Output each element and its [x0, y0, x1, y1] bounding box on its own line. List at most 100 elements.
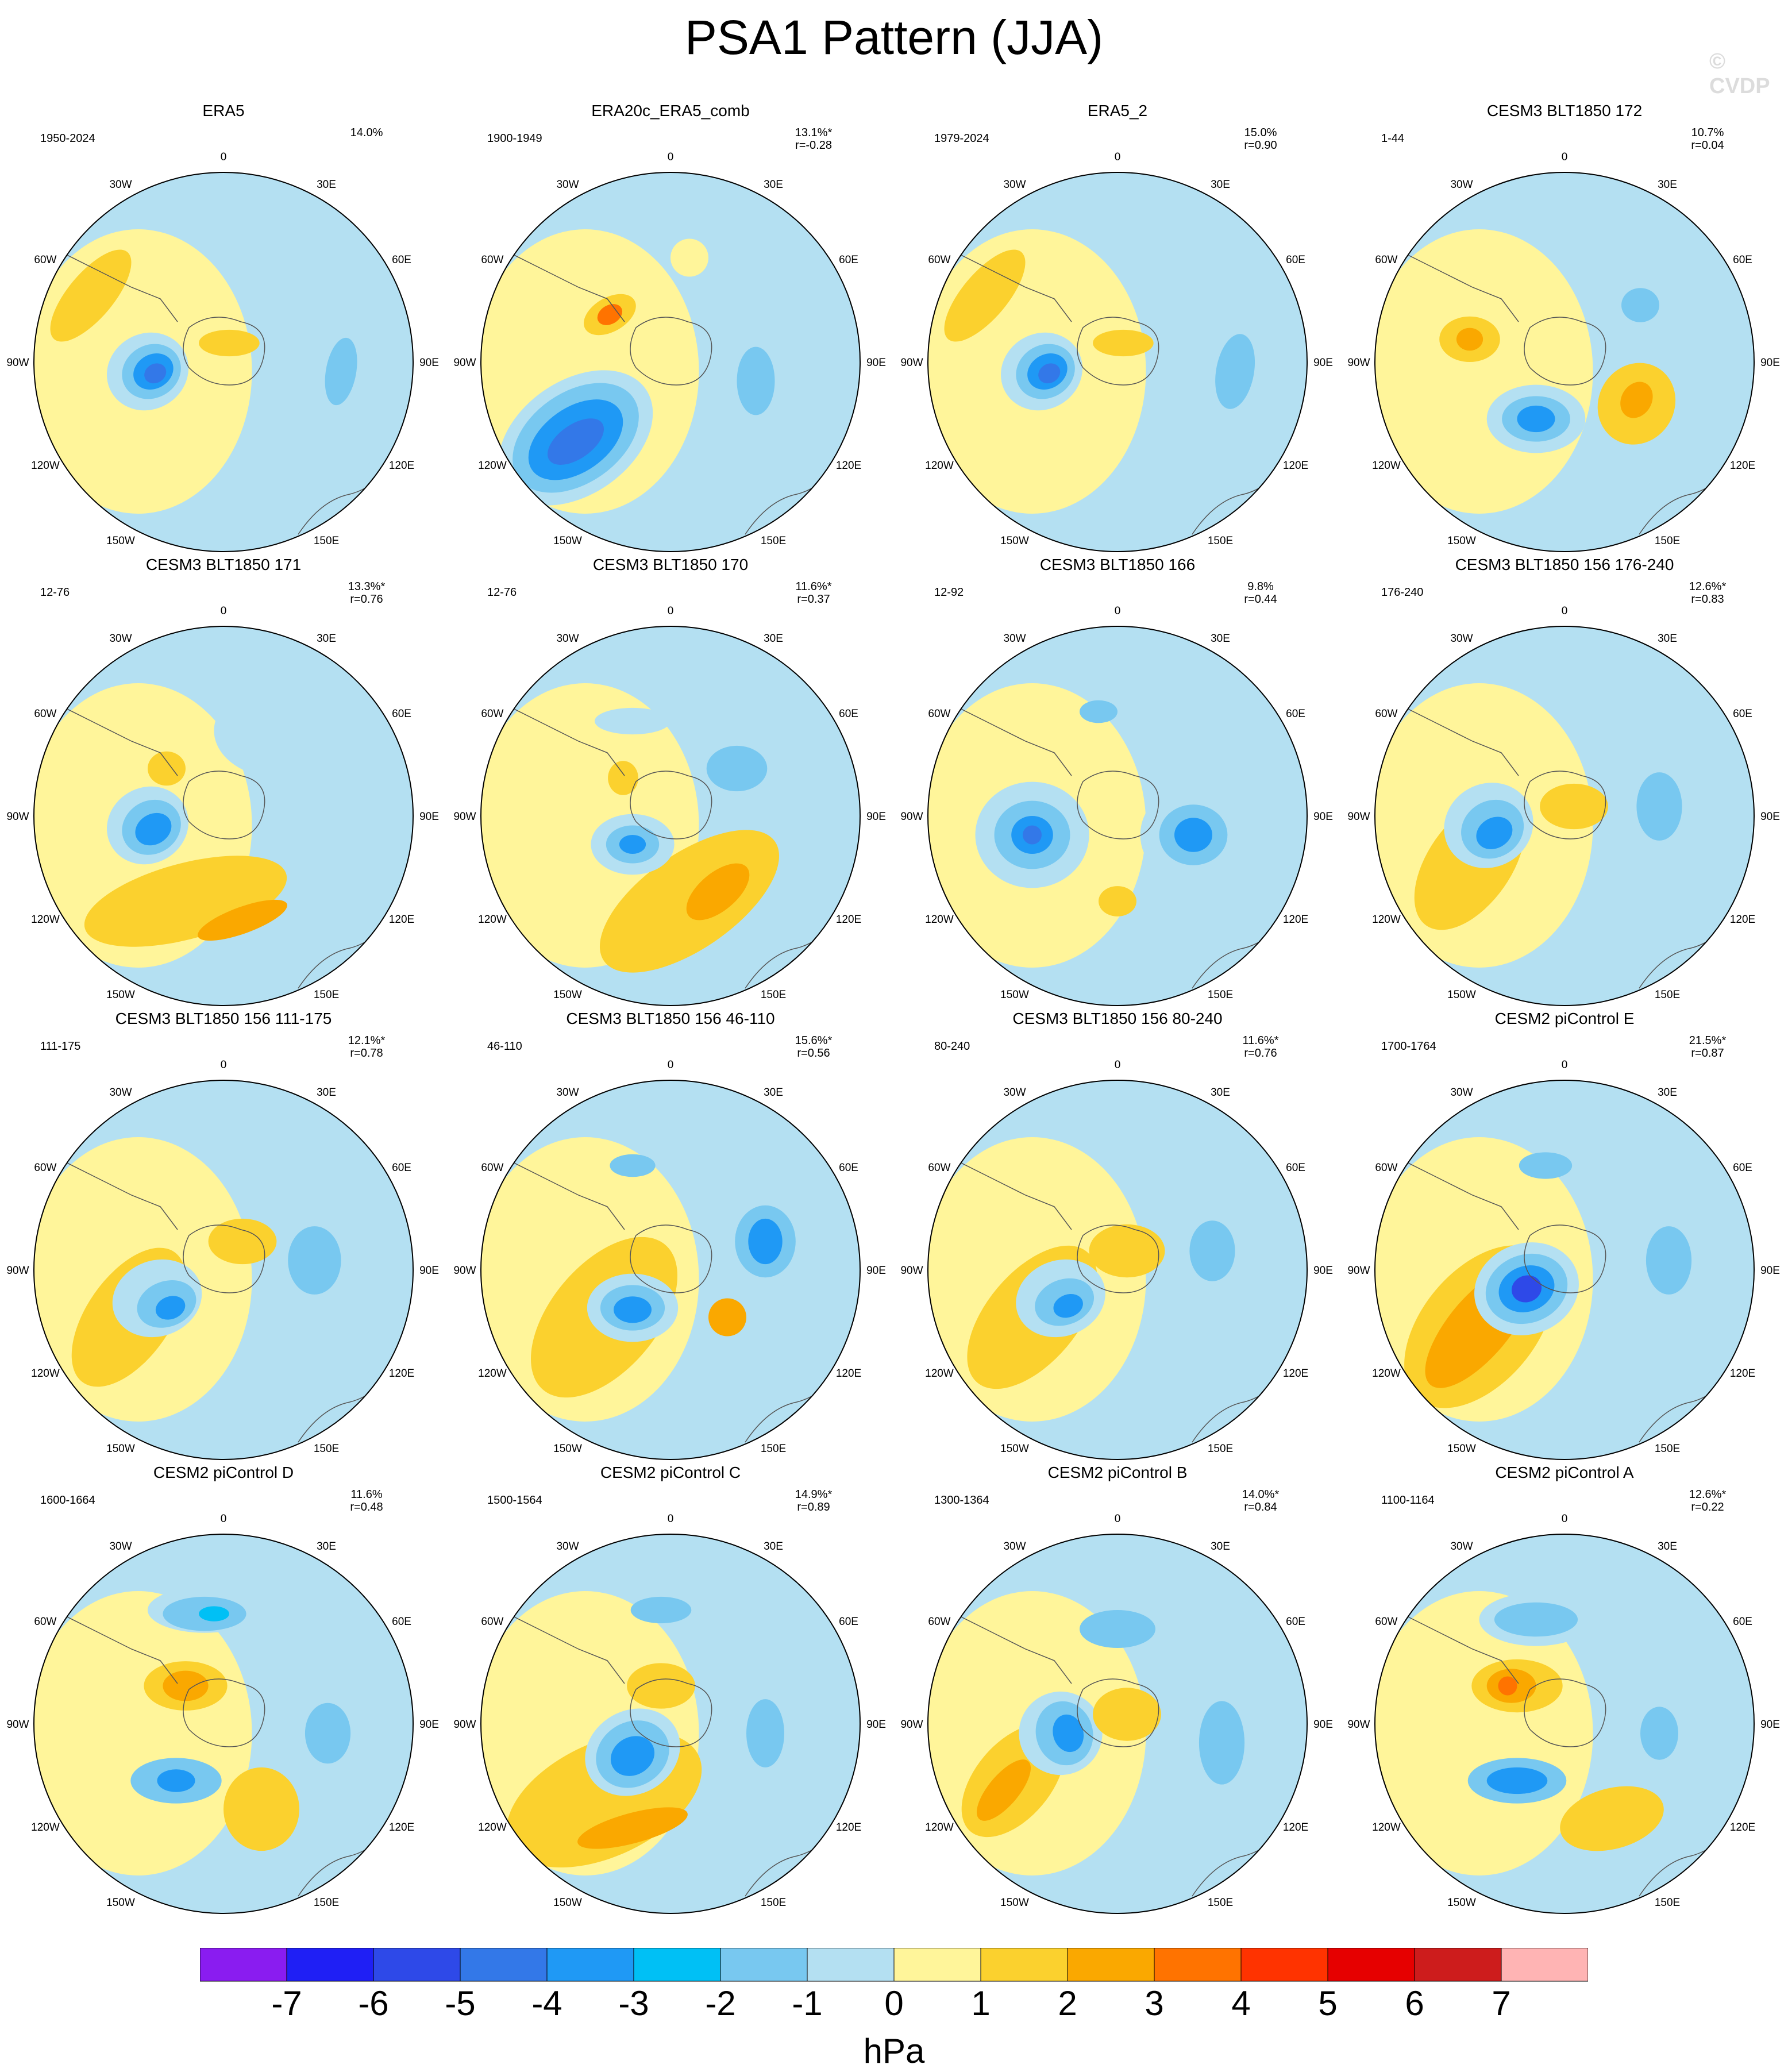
longitude-label: 90E	[419, 1719, 439, 1731]
anomaly-contour	[199, 1606, 229, 1622]
panel-stats: 12.6%* r=0.22	[1689, 1488, 1727, 1513]
longitude-label: 30W	[556, 633, 579, 645]
longitude-label: 30E	[764, 1087, 783, 1099]
anomaly-contour	[1646, 1226, 1692, 1295]
colorbar-swatch	[1501, 1948, 1588, 1982]
longitude-label: 150W	[1000, 989, 1029, 1001]
anomaly-contour	[198, 899, 287, 941]
polar-map: 030E60E90E120E150E180150W120W90W60W30W	[453, 1059, 886, 1460]
colorbar-swatch	[460, 1948, 548, 1982]
south-america-coastline	[498, 700, 625, 776]
map-panel: CESM3 BLT1850 156 111-175 111-175 12.1%* r…	[0, 1008, 447, 1462]
longitude-label: 0	[1562, 1059, 1568, 1071]
panel-stats: 9.8% r=0.44	[1244, 580, 1277, 606]
longitude-label: 30W	[109, 633, 132, 645]
panel-title: CESM3 BLT1850 171	[145, 556, 302, 573]
longitude-label: 60W	[481, 708, 503, 720]
longitude-label: 0	[668, 1513, 674, 1525]
longitude-label: 30E	[1211, 633, 1230, 645]
antarctica-coastline	[1524, 1678, 1606, 1747]
longitude-label: 150E	[1208, 535, 1233, 547]
longitude-label: 120E	[389, 914, 414, 926]
anomaly-contour	[1189, 1220, 1235, 1281]
longitude-label: 90W	[1347, 357, 1370, 369]
anomaly-contour	[1174, 818, 1212, 852]
longitude-label: 150E	[761, 1897, 786, 1909]
anomaly-contour	[1494, 1602, 1578, 1637]
colorbar-tick-label: -1	[792, 1984, 823, 2023]
map-panel: CESM2 piControl C 1500-1564 14.9%* r=0.89 0…	[447, 1462, 894, 1916]
longitude-label: 120E	[836, 1368, 861, 1380]
panel-stats: 11.6%* r=0.76	[1242, 1034, 1279, 1060]
colorbar-tick-label: -7	[271, 1984, 302, 2023]
longitude-label: 150W	[1447, 1443, 1476, 1455]
polar-map: 030E60E90E120E150E180150W120W90W60W30W	[1347, 151, 1780, 552]
anomaly-contour	[944, 249, 1026, 342]
colorbar-tick-label: 2	[1058, 1984, 1077, 2023]
longitude-label: 120W	[1372, 1821, 1401, 1834]
colorbar-tick-label: 4	[1231, 1984, 1251, 2023]
panel-stats: 10.7% r=0.04	[1691, 126, 1724, 152]
anomaly-contour	[155, 1296, 186, 1320]
anomaly-contour	[708, 1298, 746, 1337]
polar-map: 030E60E90E120E150E180150W120W90W60W30W	[6, 605, 439, 1006]
longitude-label: 60E	[1733, 708, 1752, 720]
anomaly-contour	[1199, 1701, 1245, 1785]
longitude-label: 0	[1115, 1059, 1121, 1071]
longitude-label: 60E	[1286, 708, 1305, 720]
panel-title: CESM2 piControl E	[1494, 1010, 1635, 1027]
longitude-label: 90E	[866, 811, 886, 823]
panel-stats: 14.0%* r=0.84	[1242, 1488, 1280, 1513]
anomaly-contour	[1640, 1707, 1678, 1760]
map-panel: CESM3 BLT1850 171 12-76 13.3%* r=0.76 0 30E 6…	[0, 554, 447, 1008]
longitude-label: 0	[1115, 605, 1121, 617]
longitude-label: 90W	[6, 811, 29, 823]
longitude-label: 120W	[31, 1368, 60, 1380]
polar-map: 030E60E90E120E150E180150W120W90W60W30W	[453, 605, 886, 1006]
colorbar-swatch	[1327, 1948, 1415, 1982]
longitude-label: 90E	[419, 811, 439, 823]
colorbar-tick-label: 7	[1492, 1984, 1511, 2023]
panel-title: ERA5_2	[1087, 102, 1148, 120]
map-boundary	[927, 1080, 1308, 1460]
polar-map: 030E60E90E120E150E180150W120W90W60W30W	[6, 1513, 439, 1914]
longitude-label: 90W	[453, 811, 476, 823]
longitude-label: 60W	[1375, 708, 1397, 720]
panel-period: 1600-1664	[40, 1494, 95, 1507]
antarctica-coastline	[630, 317, 712, 386]
anomaly-contour	[748, 1218, 783, 1265]
colorbar-tick-label: 3	[1145, 1984, 1164, 2023]
longitude-label: 90E	[419, 1265, 439, 1277]
longitude-label: 30E	[1211, 1087, 1230, 1099]
longitude-label: 120W	[478, 460, 507, 472]
longitude-label: 90E	[1760, 811, 1780, 823]
colorbar-swatch	[286, 1948, 374, 1982]
map-boundary	[480, 626, 861, 1006]
longitude-label: 150E	[1655, 989, 1680, 1001]
map-boundary	[33, 1534, 414, 1914]
longitude-label: 60W	[928, 1616, 950, 1628]
longitude-label: 30W	[109, 1087, 132, 1099]
anomaly-contour	[163, 1670, 209, 1701]
longitude-label: 90W	[900, 357, 923, 369]
colorbar-tick-label: -5	[445, 1984, 476, 2023]
longitude-label: 150E	[314, 1443, 339, 1455]
south-america-coastline	[1392, 1608, 1519, 1684]
panel-title: CESM3 BLT1850 156 111-175	[115, 1010, 332, 1027]
longitude-label: 30E	[1211, 179, 1230, 191]
longitude-label: 150W	[553, 535, 582, 547]
panel-stats: 12.6%* r=0.83	[1689, 580, 1727, 606]
south-america-coastline	[51, 1154, 178, 1230]
longitude-label: 60E	[1286, 1162, 1305, 1174]
longitude-label: 30W	[556, 179, 579, 191]
longitude-label: 30W	[109, 1540, 132, 1553]
antarctica-coastline	[183, 1678, 265, 1747]
longitude-label: 90E	[866, 1719, 886, 1731]
longitude-label: 150E	[761, 989, 786, 1001]
longitude-label: 120W	[31, 914, 60, 926]
longitude-label: 0	[221, 151, 227, 163]
longitude-label: 90W	[1347, 811, 1370, 823]
south-america-coastline	[945, 1154, 1072, 1230]
colorbar-tick-label: -3	[618, 1984, 649, 2023]
anomaly-contour	[1053, 1714, 1084, 1753]
